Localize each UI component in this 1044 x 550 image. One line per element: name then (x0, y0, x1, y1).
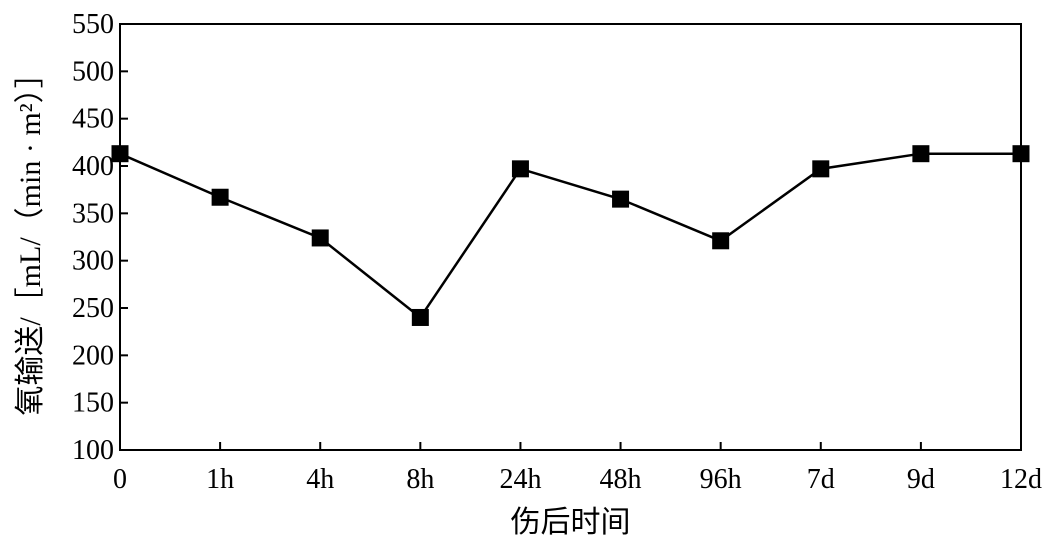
y-tick-label: 500 (72, 56, 114, 87)
y-axis-title: 氧输送/［mL/（min · m²）］ (14, 58, 47, 415)
y-tick-label: 350 (72, 198, 114, 229)
x-axis-ticks: 0 1h 4h 8h 24h 48h 96h 7d 9d 12d (113, 442, 1042, 495)
data-point-marker (1012, 145, 1030, 163)
data-point-marker (912, 145, 930, 163)
y-tick-label: 150 (72, 388, 114, 419)
y-axis-ticks: 100 150 200 250 300 350 400 450 500 550 (72, 9, 128, 466)
y-tick-label: 100 (72, 435, 114, 466)
data-point-marker (311, 229, 329, 247)
y-tick-label: 200 (72, 340, 114, 371)
x-tick-label: 12d (1000, 464, 1042, 495)
x-tick-label: 24h (499, 464, 541, 495)
x-tick-label: 1h (206, 464, 234, 495)
y-tick-label: 400 (72, 151, 114, 182)
y-tick-label: 250 (72, 293, 114, 324)
x-tick-label: 9d (907, 464, 935, 495)
data-point-marker (211, 188, 229, 206)
data-point-marker (812, 160, 830, 178)
x-tick-label: 4h (306, 464, 334, 495)
y-tick-label: 450 (72, 104, 114, 135)
x-tick-label: 48h (600, 464, 642, 495)
series-layer (111, 145, 1030, 326)
data-point-marker (511, 160, 529, 178)
series-line (119, 152, 1021, 320)
data-point-marker (612, 190, 630, 208)
x-tick-label: 8h (406, 464, 434, 495)
plot-area-frame (119, 23, 1022, 451)
data-point-marker (411, 308, 429, 326)
x-tick-label: 7d (807, 464, 835, 495)
x-tick-label: 0 (113, 464, 127, 495)
data-point-marker (111, 145, 129, 163)
data-point-marker (712, 232, 730, 250)
y-tick-label: 300 (72, 246, 114, 277)
x-axis-title: 伤后时间 (511, 506, 631, 539)
y-tick-label: 550 (72, 9, 114, 40)
x-tick-label: 96h (700, 464, 742, 495)
